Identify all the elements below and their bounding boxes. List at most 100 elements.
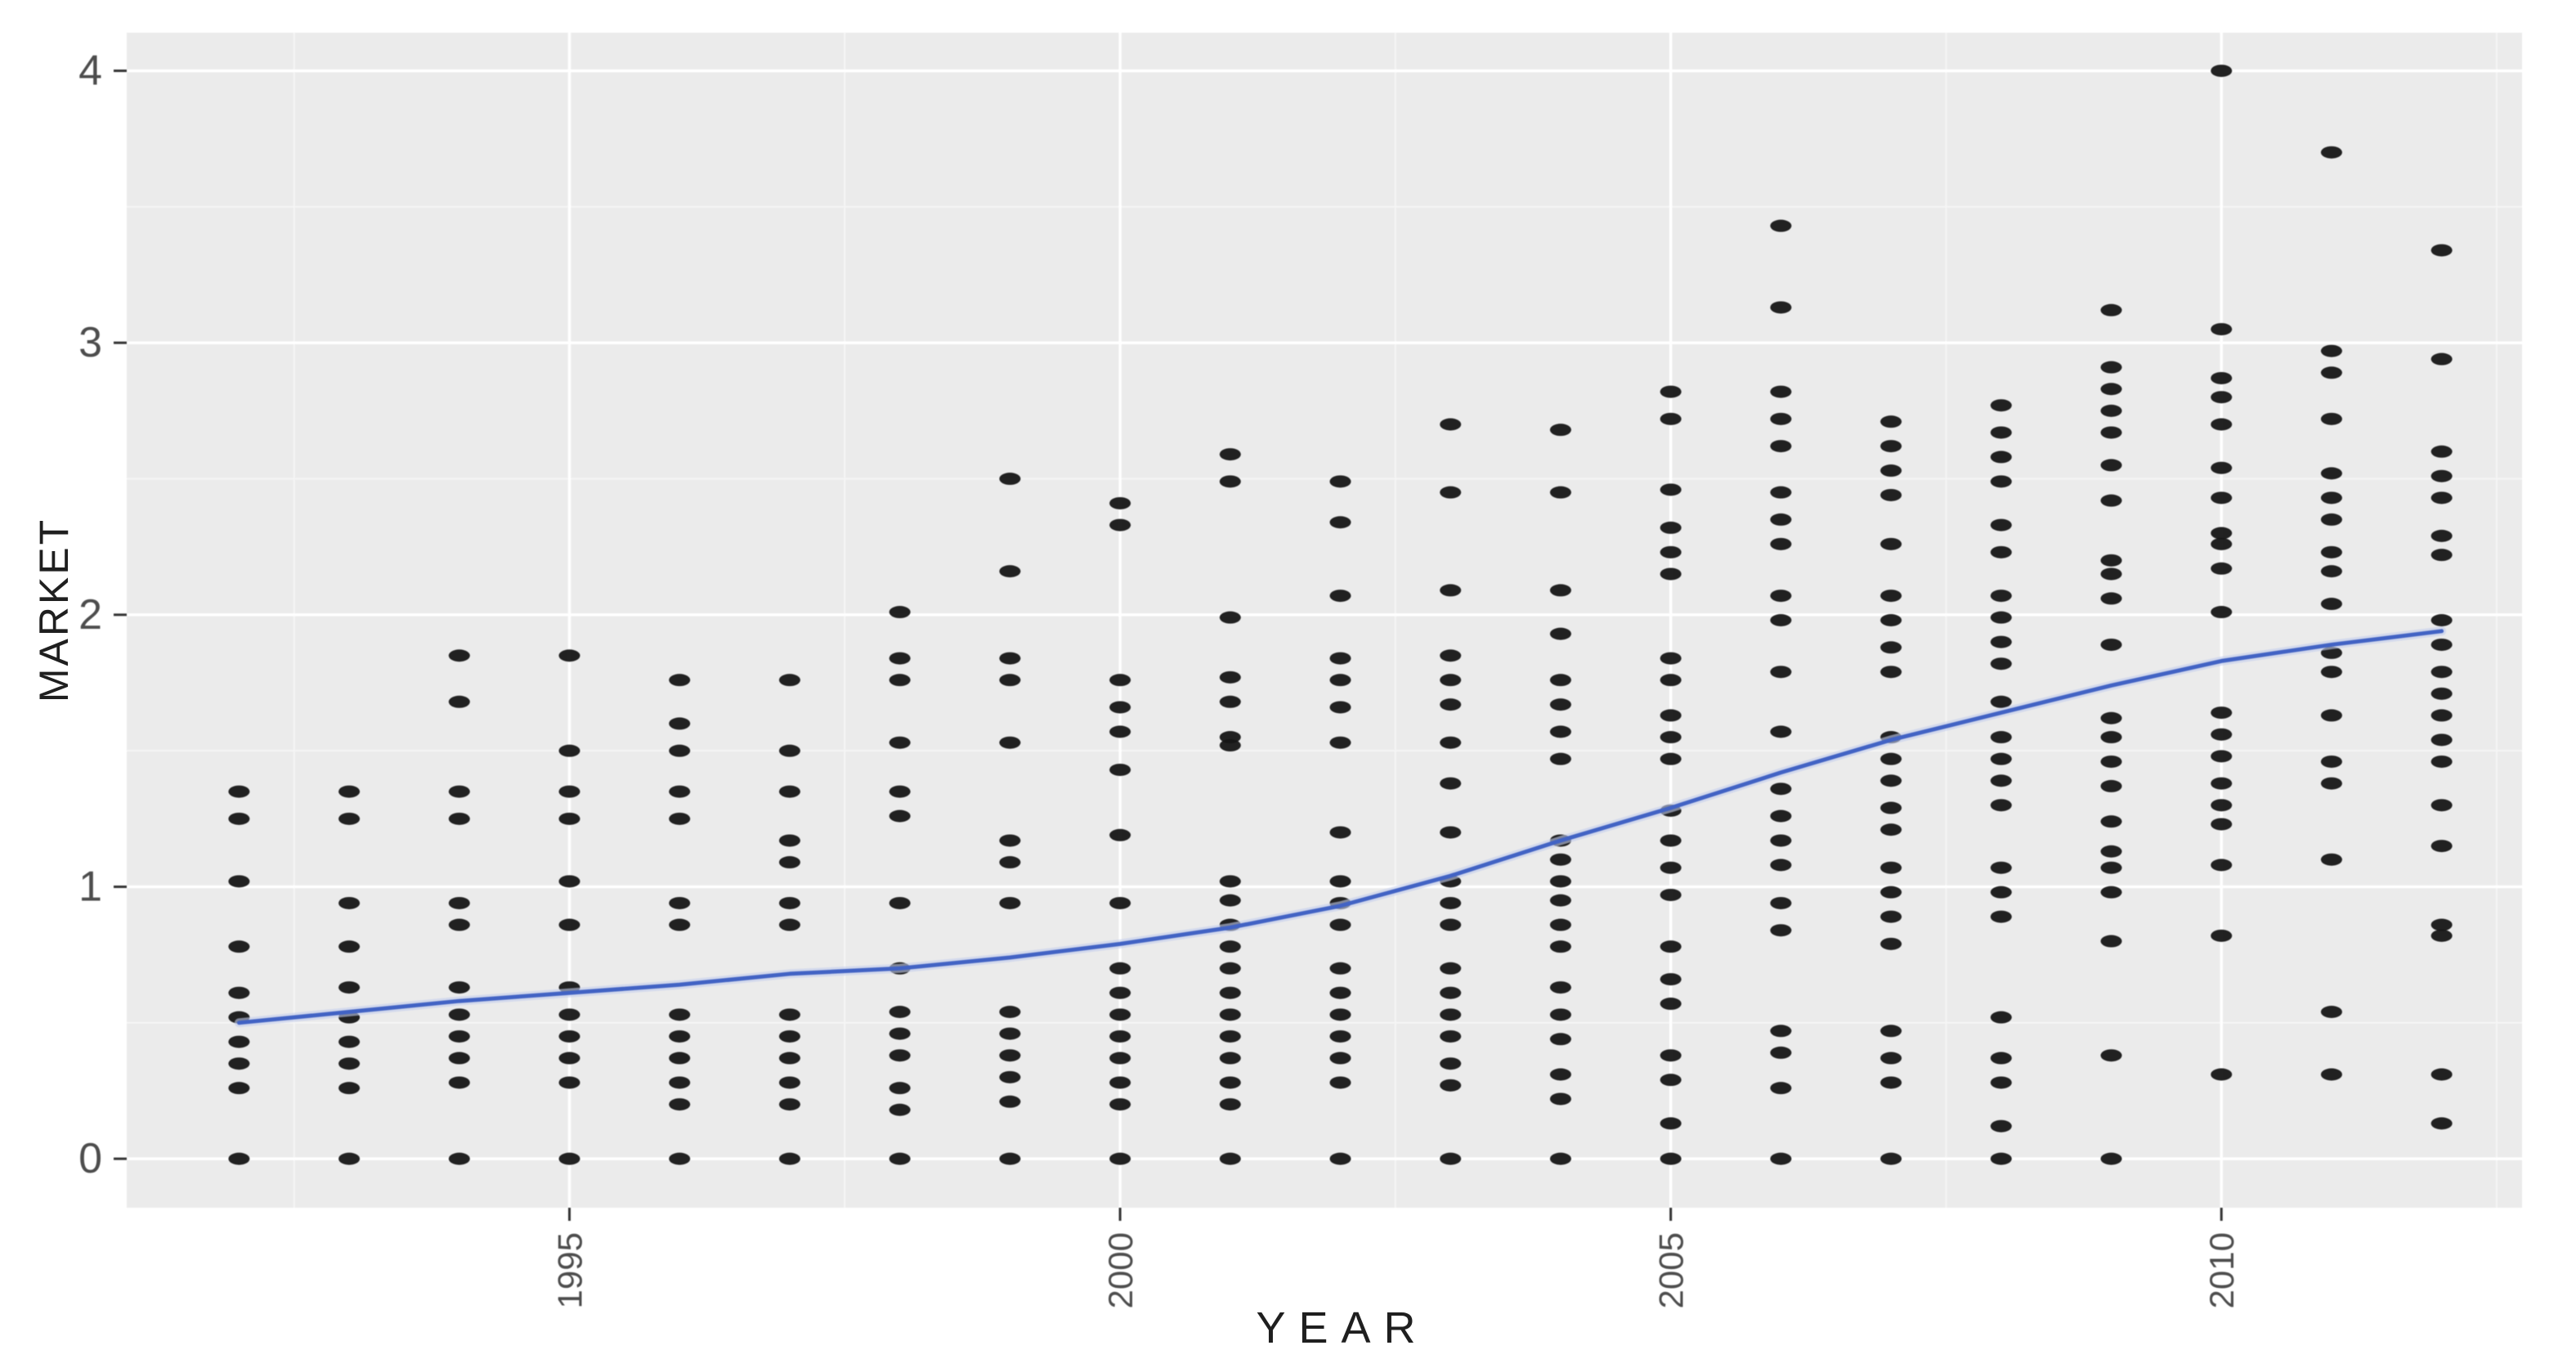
data-point [558, 1029, 580, 1043]
y-tick-label: 2 [78, 591, 102, 639]
data-point [1770, 590, 1792, 603]
data-point [889, 674, 911, 687]
data-point [1219, 1098, 1241, 1111]
data-point [2320, 513, 2342, 526]
data-point [448, 918, 470, 931]
data-point [1880, 1076, 1902, 1089]
data-point [999, 1049, 1021, 1062]
data-point [1770, 513, 1792, 526]
data-point [1770, 219, 1792, 232]
data-point [2100, 459, 2122, 472]
data-point [2430, 469, 2453, 482]
data-point [778, 674, 800, 687]
data-point [2100, 1049, 2122, 1062]
data-point [2211, 562, 2233, 575]
data-point [338, 1082, 361, 1095]
data-point [889, 1082, 911, 1095]
data-point [228, 875, 250, 888]
data-point [1219, 986, 1241, 999]
data-point [558, 1152, 580, 1165]
data-point [1880, 1152, 1902, 1165]
data-point [1440, 986, 1462, 999]
data-point [1329, 652, 1351, 665]
data-point [2100, 303, 2122, 316]
data-point [1219, 695, 1241, 708]
data-point [338, 981, 361, 994]
data-point [1549, 1008, 1571, 1021]
data-point [338, 1152, 361, 1165]
data-point [1660, 1074, 1682, 1087]
data-point [1440, 649, 1462, 662]
data-point [1219, 1152, 1241, 1165]
data-point [2211, 391, 2233, 404]
data-point [999, 896, 1021, 909]
data-point [1990, 475, 2012, 488]
data-point [2320, 777, 2342, 790]
data-point [1660, 940, 1682, 953]
data-point [2430, 687, 2453, 700]
data-point [1219, 894, 1241, 907]
data-point [2430, 491, 2453, 505]
data-point [2100, 845, 2122, 858]
data-point [669, 674, 691, 687]
data-point [1770, 666, 1792, 679]
data-point [2100, 383, 2122, 396]
data-point [669, 717, 691, 730]
data-point [228, 1035, 250, 1048]
data-point [1329, 875, 1351, 888]
data-point [889, 652, 911, 665]
data-point [2100, 779, 2122, 792]
data-point [1440, 777, 1462, 790]
smooth-line [236, 629, 2444, 1025]
data-point [2320, 412, 2342, 425]
data-point [2211, 461, 2233, 474]
data-point [1990, 635, 2012, 648]
data-point [1880, 774, 1902, 787]
data-point [889, 810, 911, 823]
data-point [889, 1103, 911, 1116]
data-point [1770, 440, 1792, 453]
data-point [1109, 763, 1131, 776]
data-point [338, 896, 361, 909]
data-point [1329, 962, 1351, 975]
data-point [1549, 627, 1571, 640]
data-point [1549, 1068, 1571, 1081]
data-point [1440, 486, 1462, 499]
data-point [2320, 545, 2342, 558]
y-tick-label: 0 [78, 1135, 102, 1182]
data-point [1990, 1152, 2012, 1165]
data-point [2430, 918, 2453, 931]
data-point [1770, 783, 1792, 796]
data-point [778, 1152, 800, 1165]
data-point [1990, 886, 2012, 899]
data-point [1109, 496, 1131, 509]
data-point [2100, 861, 2122, 874]
data-point [1329, 986, 1351, 999]
data-point [1660, 731, 1682, 744]
data-point [338, 785, 361, 798]
x-axis-title: YEAR [1256, 1303, 1429, 1352]
data-point [1440, 918, 1462, 931]
data-point [999, 856, 1021, 869]
data-point [558, 785, 580, 798]
data-point [1329, 674, 1351, 687]
data-point [999, 1070, 1021, 1083]
data-point [1990, 752, 2012, 765]
data-point [338, 812, 361, 825]
data-point [889, 1027, 911, 1040]
data-point [448, 1029, 470, 1043]
data-point [1549, 486, 1571, 499]
data-point [778, 834, 800, 847]
data-point [2100, 711, 2122, 724]
data-point [1109, 1029, 1131, 1043]
data-point [2320, 709, 2342, 722]
data-point [2211, 65, 2233, 78]
data-point [1660, 567, 1682, 581]
x-tick-label: 1995 [551, 1232, 589, 1308]
data-point [1549, 698, 1571, 711]
data-point [1880, 937, 1902, 950]
data-point [1770, 301, 1792, 314]
data-point [889, 606, 911, 619]
